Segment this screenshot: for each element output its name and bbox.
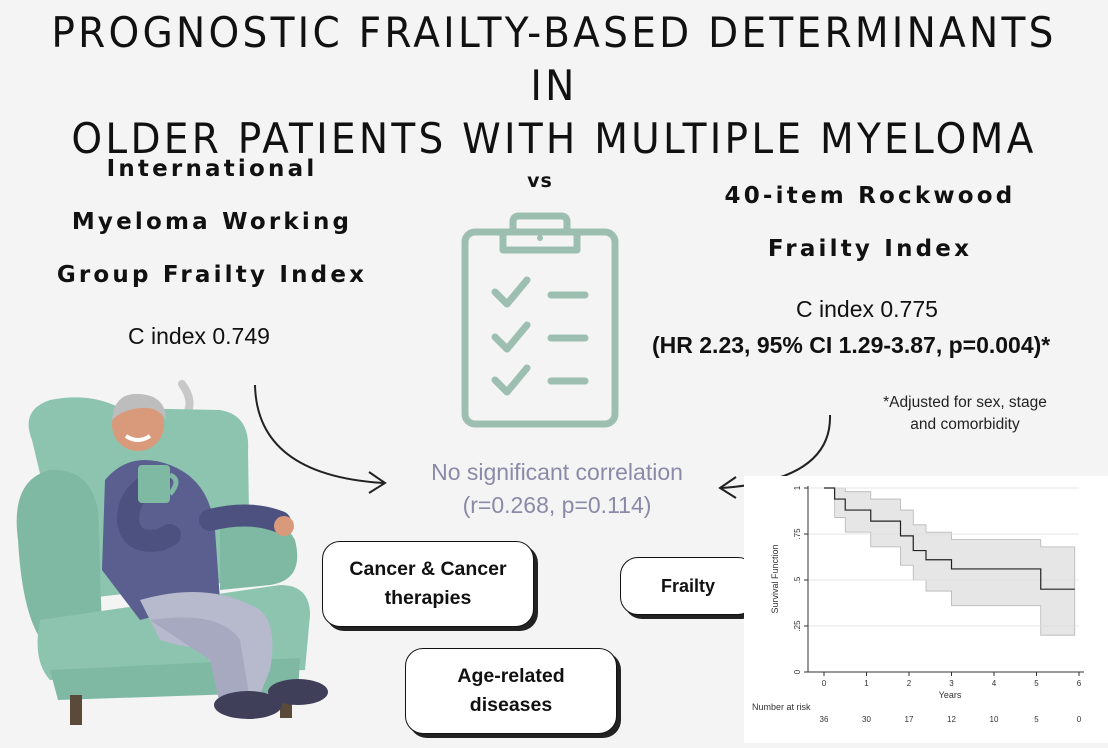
- cancer-therapies-box: Cancer & Cancer therapies: [322, 541, 534, 627]
- rockwood-heading-line-1: 40-item Rockwood: [724, 183, 1016, 209]
- km-risk-value: 17: [905, 715, 914, 724]
- km-x-tick-label: 3: [949, 679, 954, 688]
- imwg-c-index: C index 0.749: [128, 323, 270, 349]
- km-survival-curve: [824, 487, 1075, 590]
- km-risk-label: Number at risk: [752, 702, 811, 712]
- rockwood-hazard-ratio: (HR 2.23, 95% CI 1.29-3.87, p=0.004)*: [652, 332, 1051, 358]
- vs-label: vs: [527, 170, 553, 192]
- km-y-tick-label: .75: [793, 528, 802, 540]
- km-xlabel: Years: [939, 690, 962, 700]
- correlation-line-1: No significant correlation: [431, 459, 683, 485]
- age-box-line-1: Age-related: [457, 665, 565, 687]
- km-x-tick-label: 2: [907, 679, 912, 688]
- footnote-line-2: and comorbidity: [910, 416, 1020, 433]
- km-x-tick-label: 1: [864, 679, 869, 688]
- cancer-box-line-2: therapies: [384, 587, 472, 609]
- footnote-line-1: *Adjusted for sex, stage: [883, 394, 1047, 411]
- imwg-heading-line-1: International: [106, 156, 318, 182]
- imwg-heading-line-2: Myeloma Working: [71, 209, 353, 235]
- km-x-tick-label: 0: [822, 679, 827, 688]
- km-risk-value: 36: [820, 715, 829, 724]
- km-ci-band: [824, 487, 1076, 636]
- km-risk-value: 5: [1034, 715, 1039, 724]
- km-y-tick-label: .5: [793, 576, 802, 583]
- correlation-line-2: (r=0.268, p=0.114): [462, 492, 652, 518]
- km-ylabel: Survival Function: [770, 544, 780, 613]
- page-title: PROGNOSTIC FRAILTY-BASED DETERMINANTS IN…: [39, 6, 1069, 165]
- age-related-diseases-box: Age-related diseases: [405, 648, 617, 734]
- frailty-box: Frailty: [620, 557, 756, 615]
- km-risk-value: 10: [990, 715, 999, 724]
- elderly-man-armchair-illustration: [16, 380, 328, 725]
- km-y-tick-label: .25: [793, 620, 802, 632]
- km-x-tick-label: 6: [1077, 679, 1082, 688]
- age-box-line-2: diseases: [469, 694, 553, 716]
- clipboard-checklist-icon: [461, 212, 619, 428]
- imwg-frailty-index-heading: International Myeloma Working Group Frai…: [12, 143, 412, 302]
- cancer-box-line-1: Cancer & Cancer: [349, 558, 507, 580]
- rockwood-frailty-index-heading: 40-item Rockwood Frailty Index: [660, 170, 1080, 276]
- km-x-tick-label: 5: [1034, 679, 1039, 688]
- left-curved-arrow-icon: [254, 384, 387, 494]
- title-line-1: PROGNOSTIC FRAILTY-BASED DETERMINANTS IN: [51, 8, 1057, 110]
- km-risk-value: 0: [1077, 715, 1082, 724]
- rockwood-c-index: C index 0.775: [796, 296, 938, 322]
- km-x-tick-label: 4: [992, 679, 997, 688]
- km-y-tick-label: 0: [793, 669, 802, 674]
- km-y-tick-label: 1: [793, 485, 802, 490]
- km-risk-value: 12: [947, 715, 956, 724]
- title-line-2: OLDER PATIENTS WITH MULTIPLE MYELOMA: [71, 114, 1037, 163]
- rockwood-heading-line-2: Frailty Index: [767, 236, 973, 262]
- imwg-heading-line-3: Group Frailty Index: [56, 262, 368, 288]
- adjustment-footnote: *Adjusted for sex, stage and comorbidity: [860, 392, 1070, 436]
- correlation-result: No significant correlation (r=0.268, p=0…: [392, 456, 722, 522]
- km-risk-value: 30: [862, 715, 871, 724]
